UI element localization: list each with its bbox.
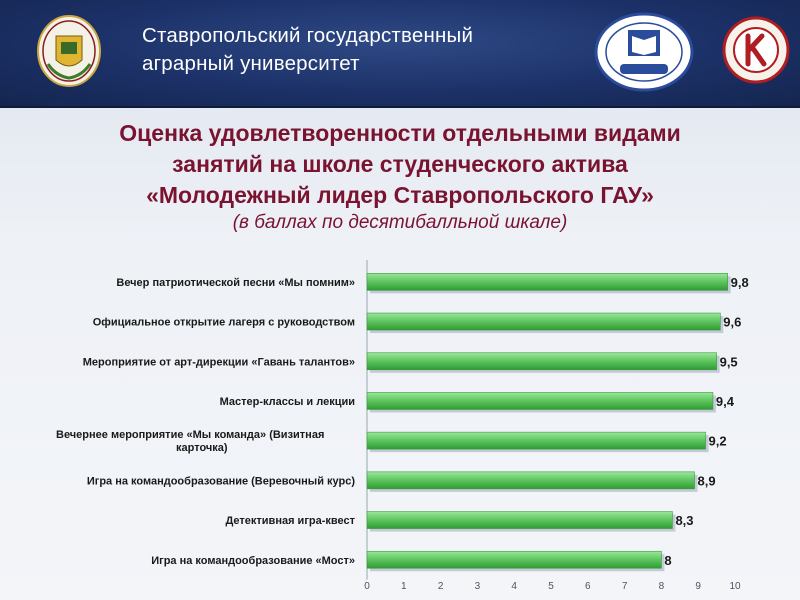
category-label: Мастер-классы и лекции [220,396,355,408]
quality-seal-icon [722,16,790,84]
value-label: 9,8 [731,275,749,290]
x-tick-label: 9 [695,581,701,592]
x-tick-label: 8 [659,581,665,592]
value-label: 8,9 [698,473,716,488]
category-label: Детективная игра-квест [225,515,355,527]
bar [366,392,714,410]
x-tick-label: 5 [548,581,554,592]
x-tick-label: 6 [585,581,591,592]
category-label: карточка) [176,442,228,454]
bar [366,273,728,291]
value-label: 9,2 [709,434,727,449]
x-tick-label: 4 [511,581,517,592]
university-name: Ставропольский государственный аграрный … [142,22,473,78]
bar [366,471,695,490]
bar [366,352,717,371]
chart-title: Оценка удовлетворенности отдельными вида… [40,118,760,211]
bar [366,312,721,331]
value-label: 8 [664,553,671,568]
x-tick-label: 10 [729,581,741,592]
value-label: 9,4 [716,394,735,409]
x-tick-label: 2 [438,581,444,592]
university-emblem-icon [37,15,101,87]
bar [366,431,706,450]
x-tick-label: 7 [622,581,628,592]
chart-title-line: занятий на школе студенческого актива [172,151,628,177]
chart-subtitle: (в баллах по десятибалльной шкале) [232,212,568,233]
value-label: 9,5 [720,354,738,369]
category-label: Игра на командообразование «Мост» [151,555,355,567]
chart-title-line: Оценка удовлетворенности отдельными вида… [119,120,681,146]
education-logo-icon [594,12,694,92]
bar [366,511,673,529]
value-label: 9,6 [723,315,741,330]
x-tick-label: 3 [475,581,481,592]
x-tick-label: 0 [364,581,370,592]
bar [366,550,662,569]
bar-chart: 9,8 Вечер патриотической песни «Мы помним… [56,260,749,592]
category-label: Вечернее мероприятие «Мы команда» (Визит… [56,429,324,441]
category-label: Игра на командообразование (Веревочный к… [87,475,355,487]
header-banner: Ставропольский государственный аграрный … [0,0,800,108]
x-tick-label: 1 [401,581,407,592]
category-label: Вечер патриотической песни «Мы помним» [116,277,355,289]
category-label: Мероприятие от арт-дирекции «Гавань тала… [83,356,355,368]
university-name-line2: аграрный университет [142,52,360,75]
category-label: Официальное открытие лагеря с руководств… [93,317,355,329]
value-label: 8,3 [675,513,693,528]
university-name-line1: Ставропольский государственный [142,24,474,47]
chart-title-line: «Молодежный лидер Ставропольского ГАУ» [146,182,654,208]
